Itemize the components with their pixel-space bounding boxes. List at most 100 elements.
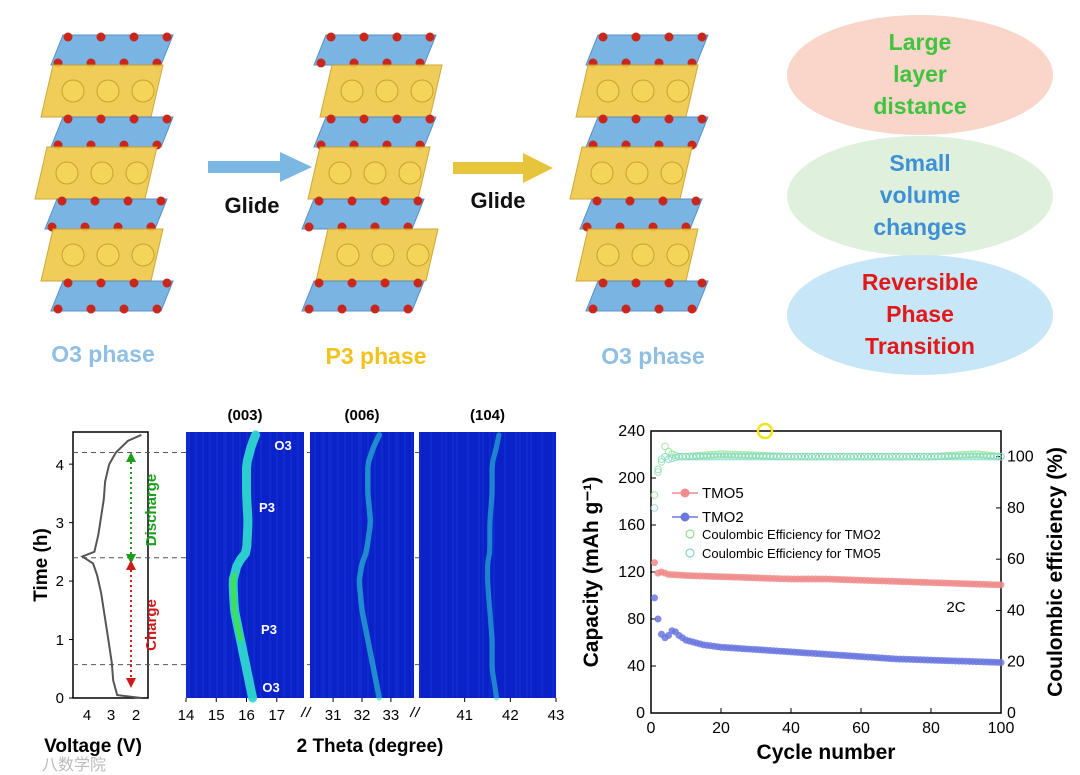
highlight-ring bbox=[756, 422, 774, 440]
oxygen-atom bbox=[621, 304, 631, 314]
cycling-chart: 0 20 40 60 80 1000408012016020024002040608010… bbox=[580, 422, 1067, 764]
feature-line: Phase bbox=[886, 301, 954, 327]
oxygen-atom bbox=[380, 196, 390, 206]
oxygen-atom bbox=[162, 278, 172, 288]
series-coulombic-efficiency-for-tmo5 bbox=[650, 452, 1005, 512]
x-tick-label: 43 bbox=[548, 707, 565, 724]
xrd-noise-streak bbox=[504, 432, 506, 698]
axis-break bbox=[409, 706, 416, 718]
x-tick-label: 31 bbox=[325, 707, 342, 724]
xrd-noise-streak bbox=[328, 432, 330, 698]
oxygen-atom bbox=[392, 114, 402, 124]
sodium-ion bbox=[660, 161, 684, 185]
oxygen-atom bbox=[664, 278, 674, 288]
feature-line: layer bbox=[893, 61, 947, 87]
xrd-noise-streak bbox=[374, 432, 376, 698]
oxygen-atom bbox=[370, 304, 380, 314]
data-point bbox=[997, 658, 1005, 666]
xrd-noise-streak bbox=[253, 432, 255, 698]
panel-title: (006) bbox=[344, 407, 379, 424]
p3-phase-label: P3 phase bbox=[326, 343, 427, 369]
sodium-ion bbox=[131, 243, 155, 267]
xrd-noise-streak bbox=[260, 432, 262, 698]
sodium-ion bbox=[336, 243, 360, 267]
xrd-noise-streak bbox=[388, 432, 390, 698]
y2-tick-label: 0 bbox=[1007, 705, 1016, 722]
xrd-noise-streak bbox=[209, 432, 211, 698]
data-point bbox=[657, 457, 666, 466]
y-tick-label: 80 bbox=[627, 611, 645, 628]
sodium-ion bbox=[596, 79, 620, 103]
sodium-ion bbox=[96, 79, 120, 103]
legend-marker bbox=[680, 512, 690, 522]
data-point bbox=[993, 452, 1002, 461]
feature-text-layer-distance: Large layer distance bbox=[820, 26, 1020, 122]
feature-ellipse-layer-distance bbox=[787, 15, 1053, 135]
xrd-noise-streak bbox=[482, 432, 484, 698]
voltage-profile-curve bbox=[80, 433, 142, 699]
xrd-noise-streak bbox=[269, 432, 271, 698]
series-tmo2 bbox=[650, 594, 1005, 666]
x-axis-label: Cycle number bbox=[757, 741, 896, 764]
sodium-ion bbox=[375, 79, 399, 103]
data-point bbox=[664, 455, 673, 464]
legend-marker bbox=[685, 548, 695, 558]
xrd-noise-streak bbox=[419, 432, 421, 698]
y-tick-label: 40 bbox=[627, 658, 645, 675]
xrd-noise-streak bbox=[276, 432, 278, 698]
oxygen-atom bbox=[57, 196, 67, 206]
oxygen-atom bbox=[326, 114, 336, 124]
diffraction-peak-intense bbox=[230, 572, 243, 642]
feature-line: distance bbox=[873, 93, 967, 119]
oxygen-atom bbox=[347, 196, 357, 206]
xrd-noise-streak bbox=[188, 432, 190, 698]
xrd-noise-streak bbox=[321, 432, 323, 698]
data-point bbox=[661, 442, 669, 451]
oxygen-atom bbox=[631, 32, 641, 42]
oxygen-atom bbox=[664, 32, 674, 42]
feature-line: changes bbox=[873, 214, 967, 240]
oxygen-atom bbox=[598, 114, 608, 124]
oxygen-atom bbox=[413, 196, 423, 206]
sodium-ion bbox=[631, 243, 655, 267]
y2-tick-label: 60 bbox=[1007, 551, 1025, 568]
oxygen-atom bbox=[598, 278, 608, 288]
oxygen-atom bbox=[162, 114, 172, 124]
y-tick-label: 200 bbox=[618, 470, 645, 487]
time-tick: 2 bbox=[56, 573, 64, 590]
feature-text-volume: Small volume changes bbox=[820, 147, 1020, 243]
xrd-noise-streak bbox=[381, 432, 383, 698]
legend-marker bbox=[685, 529, 695, 539]
voltage-axis-label: Voltage (V) bbox=[44, 736, 142, 757]
feature-line: Large bbox=[888, 29, 952, 55]
glide-arrow-yellow bbox=[453, 153, 553, 183]
y2-tick-label: 100 bbox=[1007, 449, 1034, 466]
oxygen-atom bbox=[631, 278, 641, 288]
oxygen-atom bbox=[314, 196, 324, 206]
xrd-contour-panels: (003) 14 15 16 17 (006) 31 32 33 (104) 41 42 43 O3 P3 P… bbox=[178, 407, 565, 724]
time-tick: 4 bbox=[56, 457, 64, 474]
x-tick-label: 41 bbox=[456, 707, 473, 724]
o3-structure-left bbox=[34, 32, 174, 314]
oxygen-atom bbox=[304, 304, 314, 314]
sodium-ion bbox=[398, 161, 422, 185]
xrd-noise-streak bbox=[552, 432, 554, 698]
sodium-ion bbox=[61, 79, 85, 103]
oxygen-atom bbox=[425, 114, 435, 124]
xrd-x-axis-label: 2 Theta (degree) bbox=[297, 736, 444, 757]
data-point bbox=[997, 581, 1005, 589]
sodium-ion bbox=[55, 161, 79, 185]
sodium-ion bbox=[363, 161, 387, 185]
watermark: 八数学院 bbox=[42, 756, 106, 774]
xrd-noise-streak bbox=[223, 432, 225, 698]
xrd-noise-streak bbox=[337, 432, 339, 698]
charge-label: Charge bbox=[143, 599, 160, 651]
oxygen-atom bbox=[347, 278, 357, 288]
xrd-noise-streak bbox=[467, 432, 469, 698]
sodium-ion bbox=[410, 79, 434, 103]
oxygen-atom bbox=[152, 304, 162, 314]
sodium-ion bbox=[131, 79, 155, 103]
diffraction-peak-track bbox=[356, 432, 383, 701]
